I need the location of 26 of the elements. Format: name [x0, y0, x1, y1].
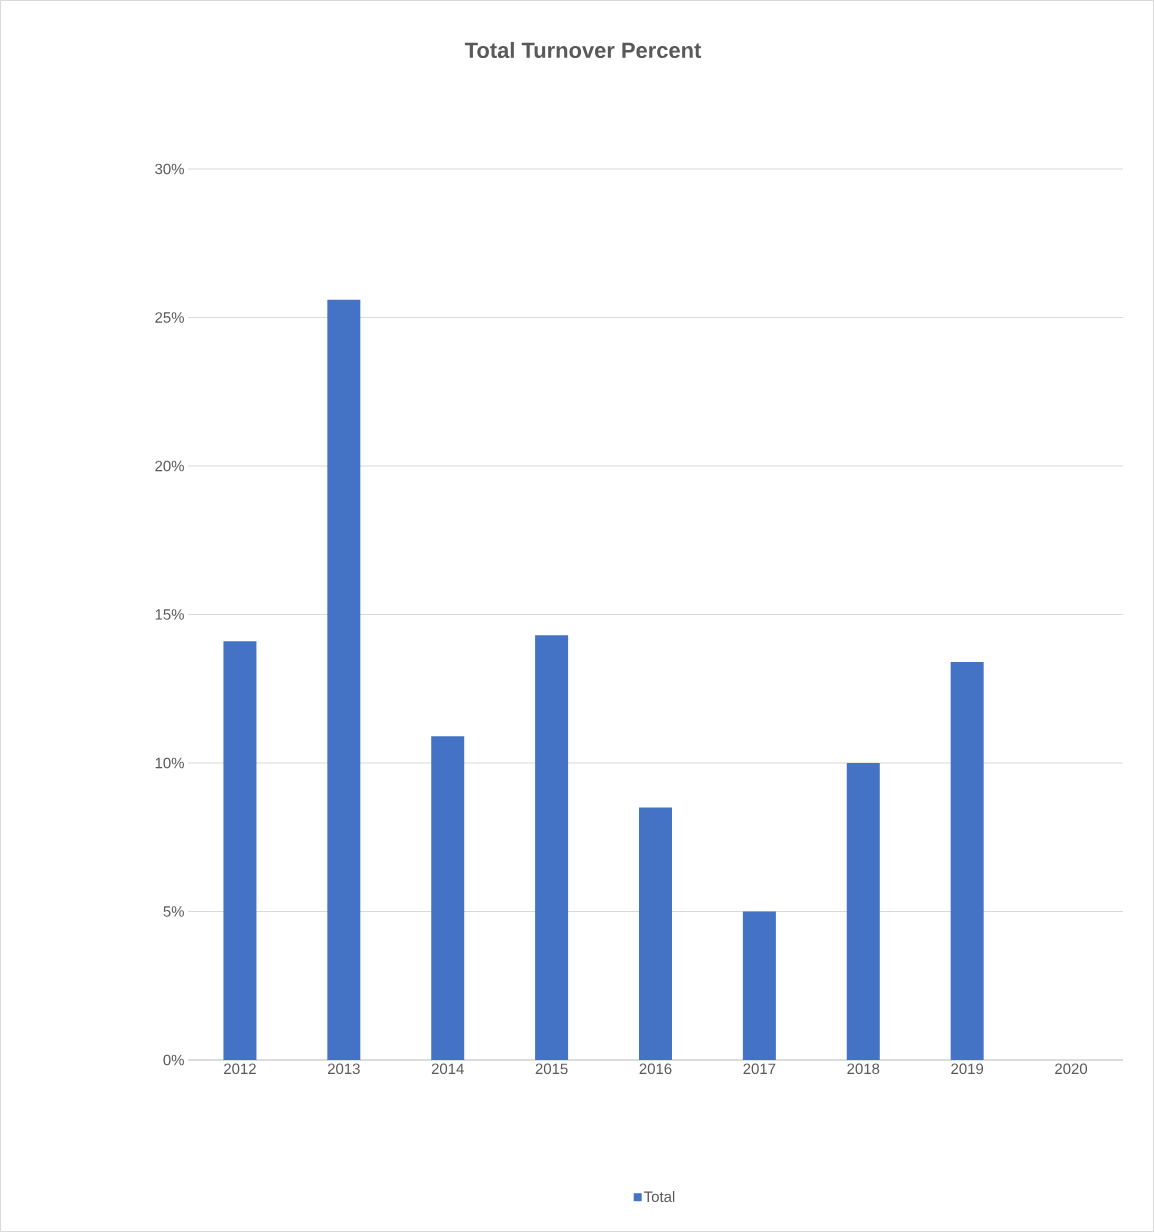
bar	[535, 635, 569, 1060]
bar	[950, 662, 984, 1060]
x-tick-label: 2015	[535, 1063, 568, 1075]
y-tick-label: 5%	[163, 906, 184, 917]
y-tick-label: 30%	[155, 163, 184, 175]
x-tick-label: 2013	[327, 1063, 360, 1075]
chart-title: Total Turnover Percent	[464, 41, 702, 59]
y-tick-label: 10%	[155, 757, 184, 769]
x-tick-label: 2020	[1055, 1063, 1088, 1075]
x-tick-label: 2017	[743, 1063, 776, 1075]
y-tick-label: 15%	[155, 609, 184, 620]
bar	[431, 736, 465, 1060]
bar	[223, 641, 257, 1060]
x-tick-label: 2014	[431, 1063, 464, 1075]
bar	[639, 807, 672, 1060]
x-tick-label: 2018	[847, 1063, 880, 1075]
x-tick-label: 2019	[951, 1063, 984, 1075]
x-tick-label: 2012	[224, 1063, 256, 1075]
y-tick-label: 20%	[155, 460, 184, 472]
y-tick-label: 0%	[163, 1054, 184, 1066]
bar	[327, 299, 361, 1060]
x-tick-label: 2016	[639, 1063, 672, 1075]
legend-label: Total	[644, 1191, 675, 1203]
y-tick-label: 25%	[155, 312, 184, 323]
bar	[742, 911, 776, 1060]
bar	[846, 762, 880, 1060]
